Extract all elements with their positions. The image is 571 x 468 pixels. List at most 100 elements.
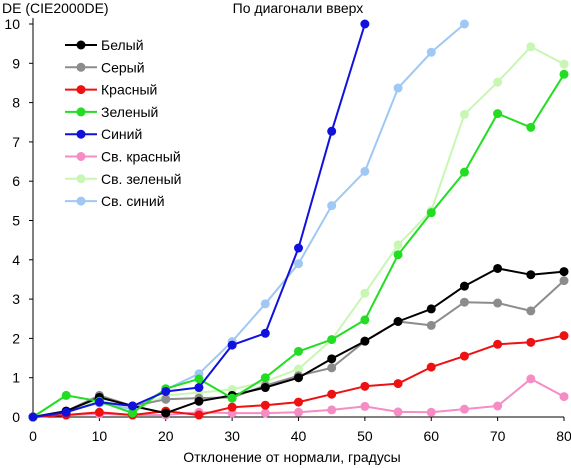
data-point <box>459 109 469 119</box>
x-tick-label: 80 <box>556 428 571 444</box>
legend-label: Св. красный <box>101 149 181 165</box>
data-point <box>260 373 270 383</box>
data-point <box>94 407 104 417</box>
y-tick-label: 6 <box>12 173 20 189</box>
legend-item: Св. зеленый <box>65 171 181 187</box>
series-layer <box>28 19 569 422</box>
data-point <box>128 401 138 411</box>
data-point <box>260 408 270 418</box>
data-point <box>360 315 370 325</box>
y-tick-label: 1 <box>12 370 20 386</box>
data-point <box>260 400 270 410</box>
legend-swatch-marker <box>76 129 86 139</box>
legend-swatch-marker <box>76 152 86 161</box>
data-point <box>161 408 171 418</box>
series-line <box>32 267 565 418</box>
data-point <box>294 407 303 417</box>
legend-label: Белый <box>101 37 144 53</box>
data-point <box>426 362 436 372</box>
x-tick-label: 40 <box>291 428 307 444</box>
data-point <box>260 328 270 338</box>
series-line <box>32 23 466 418</box>
data-point <box>459 404 469 414</box>
x-axis-label: Отклонение от нормали, градусы <box>183 449 400 465</box>
data-point <box>327 354 337 364</box>
data-point <box>493 298 503 308</box>
x-tick-label: 10 <box>92 428 108 444</box>
series-8 <box>28 19 469 422</box>
data-point <box>526 270 536 280</box>
legend-item: Синий <box>65 126 142 142</box>
data-point <box>360 19 370 29</box>
data-point <box>493 77 503 87</box>
data-point <box>393 250 403 260</box>
data-point <box>294 243 303 253</box>
legend-item: Белый <box>65 37 144 53</box>
data-point <box>459 297 469 307</box>
legend-label: Зеленый <box>101 104 158 120</box>
legend-swatch-marker <box>76 40 86 50</box>
data-point <box>426 407 436 417</box>
x-tick-label: 0 <box>29 428 37 444</box>
legend-swatch-marker <box>76 107 86 117</box>
data-point <box>393 379 403 389</box>
legend-item: Красный <box>65 82 157 98</box>
data-point <box>360 401 370 411</box>
y-tick-label: 4 <box>12 252 20 268</box>
y-tick-label: 0 <box>12 409 20 425</box>
data-point <box>327 405 337 415</box>
legend-item: Св. синий <box>65 193 165 209</box>
data-point <box>294 346 303 356</box>
data-point <box>360 336 370 346</box>
data-point <box>327 335 337 345</box>
x-tick-label: 20 <box>158 428 174 444</box>
legend-label: Красный <box>101 82 157 98</box>
data-point <box>61 390 71 400</box>
data-point <box>459 281 469 291</box>
legend-swatch-marker <box>76 174 86 184</box>
data-point <box>559 331 569 341</box>
y-tick-label: 7 <box>12 134 20 150</box>
data-point <box>459 351 469 361</box>
y-tick-label: 2 <box>12 330 20 346</box>
legend-label: Серый <box>101 59 145 75</box>
data-point <box>393 240 403 250</box>
data-point <box>61 407 71 417</box>
data-point <box>526 374 536 384</box>
y-tick-label: 8 <box>12 95 20 111</box>
legend-label: Синий <box>101 126 142 142</box>
data-point <box>393 407 403 417</box>
data-point <box>227 402 237 412</box>
data-point <box>294 259 303 269</box>
data-point <box>360 381 370 391</box>
data-point <box>426 320 436 330</box>
data-point <box>194 374 204 384</box>
legend-item: Серый <box>65 59 145 75</box>
data-point <box>526 337 536 347</box>
legend-label: Св. синий <box>101 193 165 209</box>
legend-swatch-marker <box>76 62 86 72</box>
data-point <box>393 317 403 327</box>
data-point <box>227 340 237 350</box>
data-point <box>327 389 337 399</box>
data-point <box>526 122 536 132</box>
data-point <box>559 69 569 79</box>
chart-title: По диагонали вверх <box>233 0 364 16</box>
data-point <box>526 42 536 52</box>
series-4 <box>28 69 569 422</box>
legend: Белый Серый Красный Зеленый Синий Св. красный… <box>65 37 181 209</box>
data-point <box>28 412 38 422</box>
series-7 <box>28 42 569 422</box>
series-line <box>32 23 366 418</box>
data-point <box>559 392 569 402</box>
x-tick-label: 50 <box>357 428 373 444</box>
data-point <box>360 166 370 176</box>
data-point <box>94 397 104 407</box>
data-point <box>128 408 138 418</box>
legend-swatch-marker <box>76 196 86 206</box>
series-line <box>32 45 565 418</box>
data-point <box>559 276 569 286</box>
data-point <box>327 363 337 373</box>
legend-swatch-marker <box>76 85 86 95</box>
